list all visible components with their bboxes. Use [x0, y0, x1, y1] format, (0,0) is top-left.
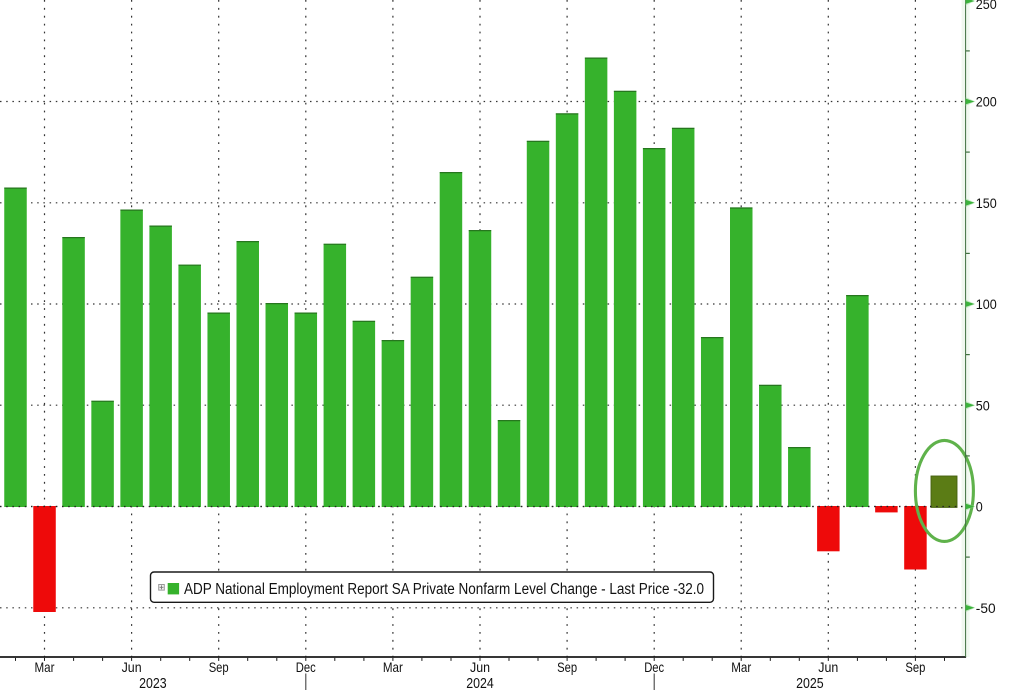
svg-text:Sep: Sep	[209, 659, 229, 675]
svg-text:200: 200	[976, 94, 997, 110]
svg-text:100: 100	[976, 296, 997, 312]
svg-text:Jun: Jun	[818, 659, 838, 675]
svg-text:Dec: Dec	[296, 659, 316, 675]
svg-text:50: 50	[976, 397, 990, 413]
svg-text:Jun: Jun	[470, 659, 490, 675]
svg-text:Dec: Dec	[644, 659, 664, 675]
svg-text:-50: -50	[976, 600, 996, 616]
svg-text:ADP National Employment Report: ADP National Employment Report SA Privat…	[184, 581, 704, 598]
svg-text:Jun: Jun	[122, 659, 142, 675]
svg-text:2024: 2024	[466, 676, 494, 690]
svg-text:250: 250	[976, 0, 997, 12]
svg-text:2025: 2025	[796, 676, 824, 690]
svg-text:Sep: Sep	[557, 659, 577, 675]
svg-text:2023: 2023	[139, 676, 167, 690]
svg-text:Mar: Mar	[731, 659, 751, 675]
svg-text:Sep: Sep	[905, 659, 925, 675]
svg-text:150: 150	[976, 195, 997, 211]
svg-text:Mar: Mar	[383, 659, 403, 675]
svg-text:Mar: Mar	[35, 659, 55, 675]
svg-text:0: 0	[976, 499, 983, 515]
